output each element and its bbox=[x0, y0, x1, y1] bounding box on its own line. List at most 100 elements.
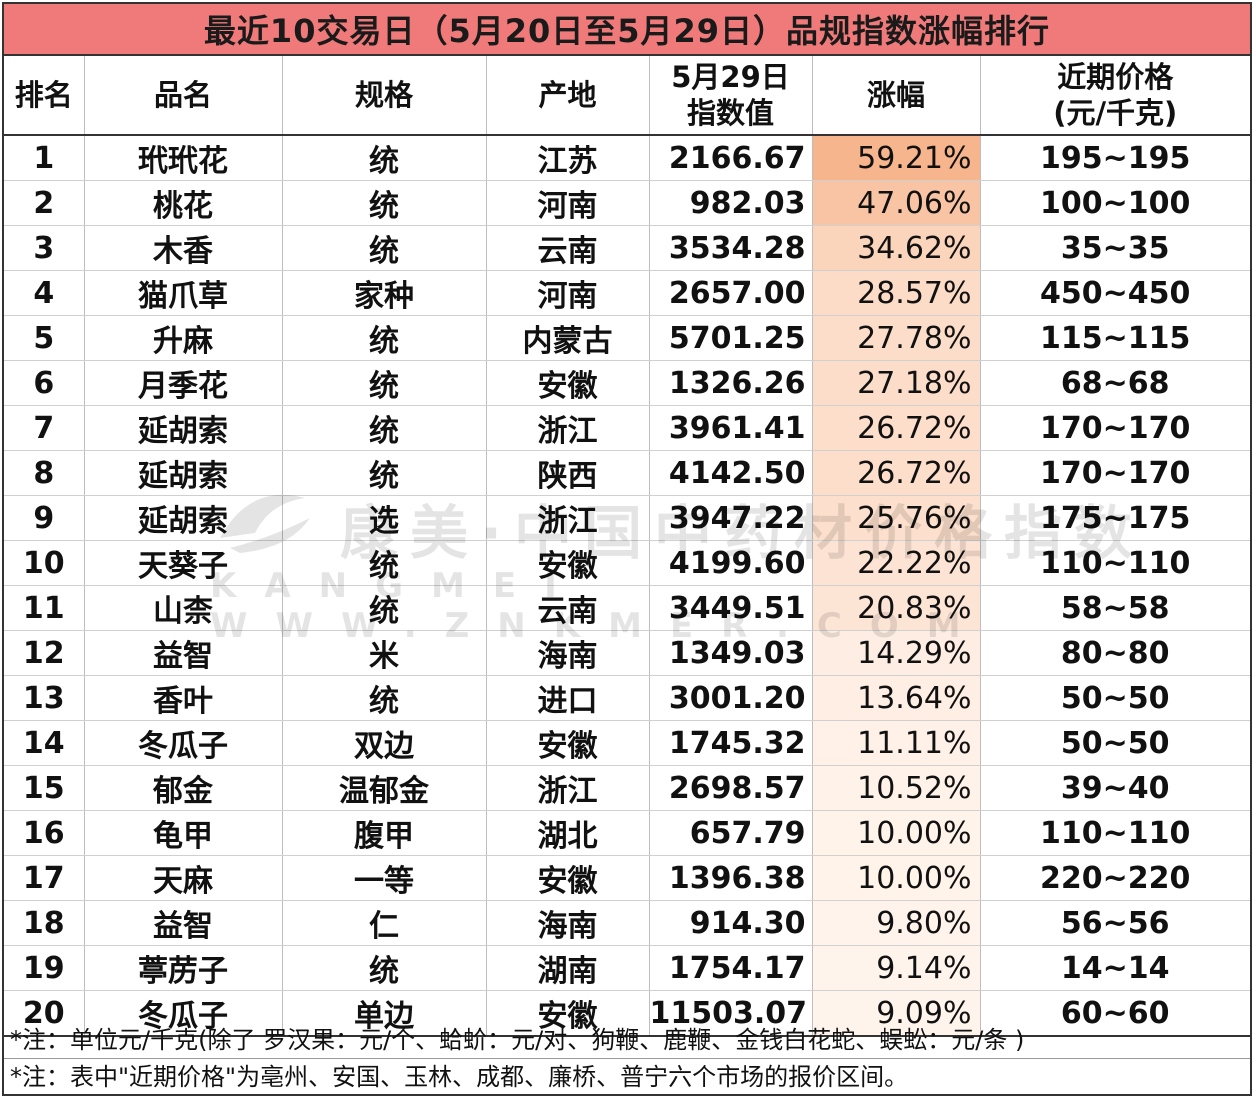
cell-change: 9.80% bbox=[812, 900, 981, 946]
cell-name: 龟甲 bbox=[84, 810, 283, 856]
cell-name: 延胡索 bbox=[84, 405, 283, 451]
cell-spec: 统 bbox=[282, 450, 487, 496]
cell-index: 3449.51 bbox=[649, 585, 813, 631]
cell-rank: 12 bbox=[4, 630, 85, 676]
cell-index: 3001.20 bbox=[649, 675, 813, 721]
header-index: 5月29日 指数值 bbox=[649, 56, 813, 136]
table-row: 19 葶苈子统湖南 1754.17 9.14% 14~14 bbox=[4, 945, 1250, 991]
cell-origin: 浙江 bbox=[486, 495, 650, 541]
cell-origin: 云南 bbox=[486, 225, 650, 271]
cell-rank: 1 bbox=[4, 135, 85, 181]
cell-change: 10.00% bbox=[812, 810, 981, 856]
cell-rank: 17 bbox=[4, 855, 85, 901]
table-row: 1 玳玳花统江苏 2166.67 59.21% 195~195 bbox=[4, 135, 1250, 181]
cell-index: 1349.03 bbox=[649, 630, 813, 676]
cell-index: 5701.25 bbox=[649, 315, 813, 361]
cell-name: 延胡索 bbox=[84, 495, 283, 541]
cell-spec: 统 bbox=[282, 675, 487, 721]
cell-rank: 13 bbox=[4, 675, 85, 721]
cell-price: 220~220 bbox=[980, 855, 1250, 901]
cell-change: 59.21% bbox=[812, 135, 981, 181]
cell-rank: 4 bbox=[4, 270, 85, 316]
table-row: 10 天葵子统安徽 4199.60 22.22% 110~110 bbox=[4, 540, 1250, 586]
header-price-line2: (元/千克) bbox=[1053, 96, 1178, 130]
cell-price: 170~170 bbox=[980, 450, 1250, 496]
cell-price: 50~50 bbox=[980, 675, 1250, 721]
note-unit: *注：单位元/千克(除了 罗汉果：元/个、蛤蚧：元/对、狗鞭、鹿鞭、金钱白花蛇、… bbox=[10, 1026, 1025, 1054]
cell-spec: 腹甲 bbox=[282, 810, 487, 856]
cell-name: 月季花 bbox=[84, 360, 283, 406]
cell-index: 1754.17 bbox=[649, 945, 813, 991]
cell-price: 60~60 bbox=[980, 990, 1250, 1037]
cell-name: 桃花 bbox=[84, 180, 283, 226]
cell-name: 延胡索 bbox=[84, 450, 283, 496]
cell-origin: 河南 bbox=[486, 270, 650, 316]
cell-change: 22.22% bbox=[812, 540, 981, 586]
cell-name: 冬瓜子 bbox=[84, 720, 283, 766]
cell-index: 914.30 bbox=[649, 900, 813, 946]
cell-name: 益智 bbox=[84, 630, 283, 676]
cell-spec: 统 bbox=[282, 945, 487, 991]
cell-spec: 统 bbox=[282, 540, 487, 586]
cell-index: 3947.22 bbox=[649, 495, 813, 541]
cell-spec: 温郁金 bbox=[282, 765, 487, 811]
cell-name: 天麻 bbox=[84, 855, 283, 901]
table-row: 2 桃花统河南 982.03 47.06% 100~100 bbox=[4, 180, 1250, 226]
cell-change: 47.06% bbox=[812, 180, 981, 226]
cell-price: 450~450 bbox=[980, 270, 1250, 316]
cell-name: 玳玳花 bbox=[84, 135, 283, 181]
table-row: 6 月季花统安徽 1326.26 27.18% 68~68 bbox=[4, 360, 1250, 406]
cell-price: 80~80 bbox=[980, 630, 1250, 676]
cell-spec: 单边 bbox=[282, 990, 487, 1037]
cell-rank: 7 bbox=[4, 405, 85, 451]
cell-origin: 湖北 bbox=[486, 810, 650, 856]
cell-rank: 6 bbox=[4, 360, 85, 406]
cell-price: 68~68 bbox=[980, 360, 1250, 406]
cell-change: 20.83% bbox=[812, 585, 981, 631]
cell-index: 3534.28 bbox=[649, 225, 813, 271]
cell-index: 657.79 bbox=[649, 810, 813, 856]
cell-rank: 11 bbox=[4, 585, 85, 631]
cell-price: 170~170 bbox=[980, 405, 1250, 451]
table-row: 8 延胡索统陕西 4142.50 26.72% 170~170 bbox=[4, 450, 1250, 496]
cell-name: 升麻 bbox=[84, 315, 283, 361]
cell-origin: 湖南 bbox=[486, 945, 650, 991]
cell-origin: 海南 bbox=[486, 900, 650, 946]
cell-name: 山柰 bbox=[84, 585, 283, 631]
cell-origin: 海南 bbox=[486, 630, 650, 676]
cell-name: 葶苈子 bbox=[84, 945, 283, 991]
table-row: 15 郁金 温郁金 浙江 2698.57 10.52% 39~40 bbox=[4, 765, 1250, 811]
cell-index: 4142.50 bbox=[649, 450, 813, 496]
cell-price: 50~50 bbox=[980, 720, 1250, 766]
cell-origin: 安徽 bbox=[486, 855, 650, 901]
cell-rank: 19 bbox=[4, 945, 85, 991]
table-row: 12 益智米海南 1349.03 14.29% 80~80 bbox=[4, 630, 1250, 676]
cell-name: 益智 bbox=[84, 900, 283, 946]
cell-name: 郁金 bbox=[84, 765, 283, 811]
cell-spec: 统 bbox=[282, 225, 487, 271]
cell-price: 100~100 bbox=[980, 180, 1250, 226]
cell-spec: 家种 bbox=[282, 270, 487, 316]
cell-index: 2698.57 bbox=[649, 765, 813, 811]
cell-spec: 双边 bbox=[282, 720, 487, 766]
cell-change: 27.78% bbox=[812, 315, 981, 361]
cell-spec: 统 bbox=[282, 135, 487, 181]
cell-change: 26.72% bbox=[812, 450, 981, 496]
cell-change: 9.14% bbox=[812, 945, 981, 991]
cell-rank: 9 bbox=[4, 495, 85, 541]
cell-name: 冬瓜子 bbox=[84, 990, 283, 1037]
cell-index: 1326.26 bbox=[649, 360, 813, 406]
ranking-table: 排名 品名 规格 产地 5月29日 指数值 涨幅 近期价格 (元/千克) 1 玳玳… bbox=[4, 56, 1250, 1037]
table-row: 4 猫爪草 家种 河南 2657.00 28.57% 450~450 bbox=[4, 270, 1250, 316]
header-origin: 产地 bbox=[486, 56, 650, 136]
table-row: 20 冬瓜子 单边 安徽 11503.07 9.09% 60~60 bbox=[4, 990, 1250, 1037]
cell-origin: 浙江 bbox=[486, 765, 650, 811]
cell-index: 2657.00 bbox=[649, 270, 813, 316]
cell-origin: 陕西 bbox=[486, 450, 650, 496]
cell-change: 26.72% bbox=[812, 405, 981, 451]
cell-origin: 内蒙古 bbox=[486, 315, 650, 361]
cell-change: 11.11% bbox=[812, 720, 981, 766]
cell-name: 木香 bbox=[84, 225, 283, 271]
cell-rank: 8 bbox=[4, 450, 85, 496]
